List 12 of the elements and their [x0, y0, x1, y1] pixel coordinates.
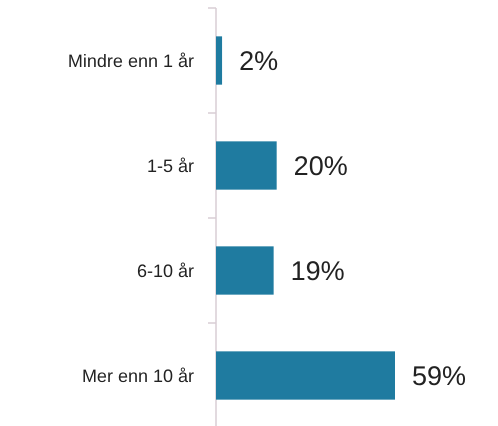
- bar: [216, 351, 395, 400]
- y-tick-label: 6-10 år: [136, 260, 194, 281]
- data-label: 20%: [294, 150, 348, 181]
- bar: [216, 141, 277, 190]
- y-tick-label: 1-5 år: [146, 156, 194, 176]
- y-tick-label: Mindre enn 1 år: [68, 50, 194, 71]
- bar: [216, 246, 274, 295]
- bar: [216, 36, 222, 85]
- data-label: 19%: [290, 256, 345, 286]
- data-label: 2%: [239, 46, 278, 76]
- data-label: 59%: [412, 360, 466, 391]
- y-tick-label: Mer enn 10 år: [82, 366, 194, 386]
